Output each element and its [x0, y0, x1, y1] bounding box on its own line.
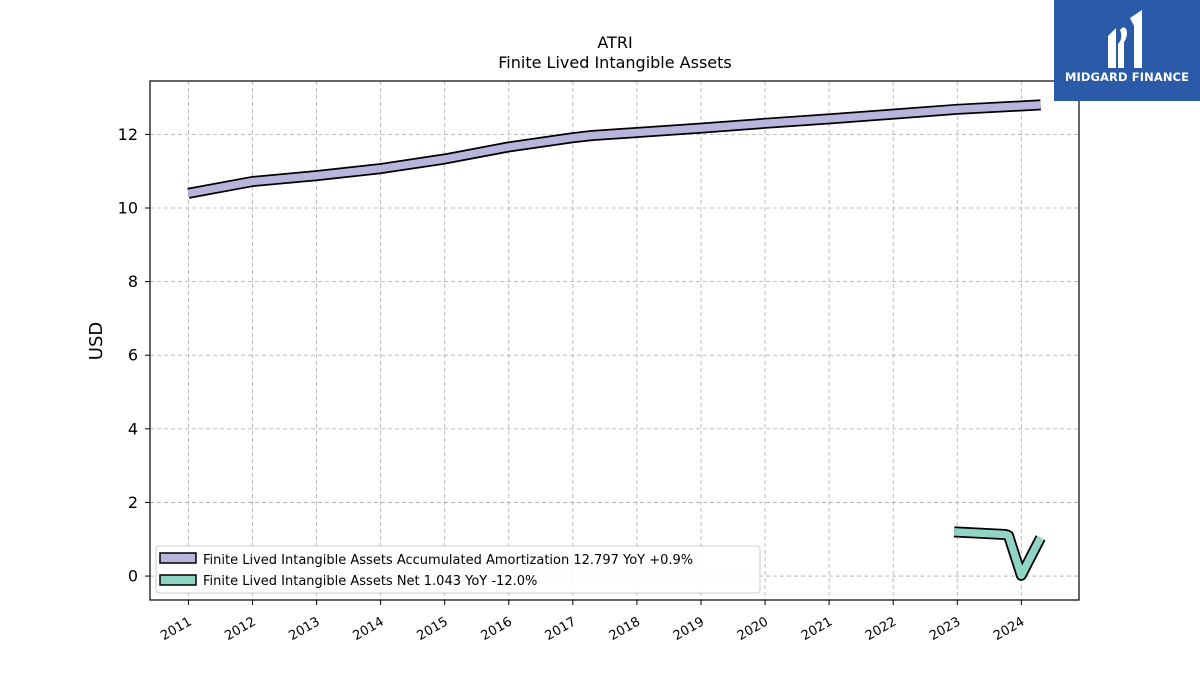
x-tick-label: 2018: [607, 614, 643, 644]
series-line-amortization: [187, 101, 1041, 197]
x-tick-label: 2014: [350, 614, 386, 644]
x-tick-label: 2015: [415, 614, 451, 644]
x-axis-ticks: 2011 2012 2013 2014 2015 2016 2017 2018 2019 2020…: [158, 600, 1027, 644]
y-axis-ticks: 0 2 4 6 8 10 12: [118, 125, 150, 586]
y-tick-label: 4: [128, 419, 138, 438]
legend-label-amortization: Finite Lived Intangible Assets Accumulat…: [203, 553, 693, 568]
brand-mark-icon: [1108, 10, 1142, 68]
x-tick-label: 2021: [799, 614, 835, 644]
y-axis-label: USD: [86, 322, 107, 360]
brand-name: MIDGARD FINANCE: [1064, 70, 1190, 84]
plot-frame: [149, 80, 1080, 601]
x-tick-label: 2022: [863, 614, 899, 644]
y-tick-label: 8: [128, 272, 138, 291]
y-tick-label: 10: [118, 198, 138, 217]
x-tick-label: 2019: [671, 614, 707, 644]
x-tick-label: 2016: [479, 614, 515, 644]
legend-box: [155, 545, 761, 594]
grid: [150, 81, 1079, 600]
y-tick-label: 2: [128, 493, 138, 512]
x-tick-label: 2017: [543, 614, 579, 644]
x-tick-label: 2020: [735, 614, 771, 644]
series-line-net: [953, 528, 1044, 580]
x-tick-label: 2011: [158, 614, 194, 644]
series-layer: [187, 99, 1046, 581]
chart-title: ATRI: [597, 33, 632, 52]
y-tick-label: 12: [118, 125, 138, 144]
chart-subtitle: Finite Lived Intangible Assets: [498, 53, 731, 72]
x-tick-label: 2024: [991, 614, 1027, 644]
legend-swatch-net: [159, 574, 197, 586]
legend-swatch-amortization: [159, 552, 197, 564]
y-tick-label: 0: [128, 567, 138, 586]
x-tick-label: 2023: [927, 614, 963, 644]
y-tick-label: 6: [128, 346, 138, 365]
legend: Finite Lived Intangible Assets Accumulat…: [155, 545, 761, 594]
brand-logo: MIDGARD FINANCE: [1054, 0, 1200, 101]
legend-label-net: Finite Lived Intangible Assets Net 1.043…: [203, 574, 537, 589]
x-tick-label: 2012: [222, 614, 258, 644]
x-tick-label: 2013: [286, 614, 322, 644]
